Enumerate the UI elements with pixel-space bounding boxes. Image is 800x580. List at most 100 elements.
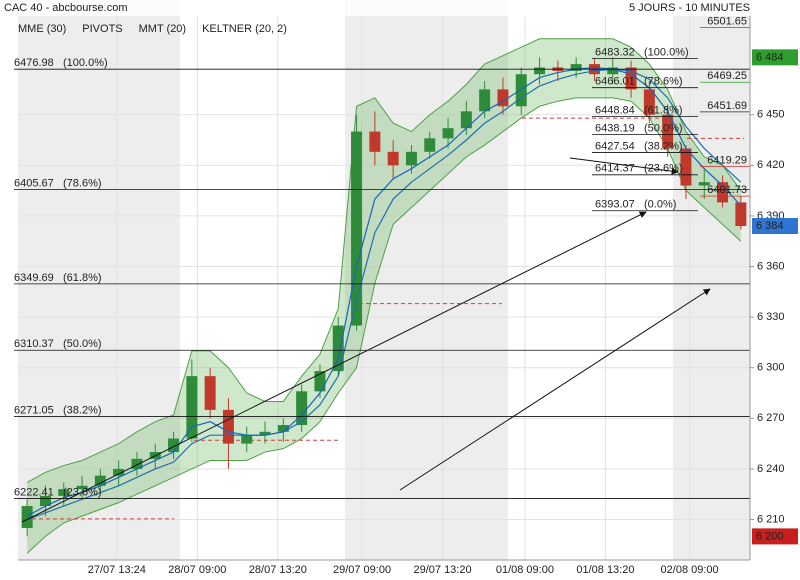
candle-body [662, 114, 674, 149]
price-badge-label: 6 484 [756, 51, 784, 63]
y-tick-label: 6 360 [757, 260, 785, 272]
candle-body [204, 376, 216, 410]
keltner-upper [26, 38, 742, 483]
price-badge-label: 6 384 [756, 220, 784, 232]
fib-value: 6476.98 [14, 57, 54, 69]
day-shade [673, 0, 750, 560]
y-tick-label: 6 330 [757, 311, 785, 323]
fib-value: 6222.41 [14, 486, 54, 498]
x-tick-label: 27/07 13:24 [88, 564, 146, 576]
fib-ratio: (38.2%) [63, 404, 102, 416]
fib-ratio: (78.6%) [63, 177, 102, 189]
candle-body [168, 438, 180, 453]
price-badge [752, 528, 798, 545]
fib-ratio: (50.0%) [644, 123, 683, 135]
candle-body [259, 431, 271, 436]
x-tick-label: 29/07 09:00 [333, 564, 391, 576]
fib-value: 6448.84 [595, 105, 635, 117]
fib-ratio: (0.0%) [644, 199, 676, 211]
fib-value: 6414.37 [595, 163, 635, 175]
level-label: 6401.73 [707, 184, 747, 196]
candle-body [515, 74, 527, 107]
fib-value: 6349.69 [14, 272, 54, 284]
keltner-band [27, 38, 741, 554]
x-tick-label: 01/08 13:20 [576, 564, 634, 576]
candle-body [625, 67, 637, 90]
candle-body [442, 128, 454, 139]
candle-body [698, 182, 710, 186]
y-tick-label: 6 450 [757, 109, 785, 121]
x-tick-label: 28/07 13:20 [249, 564, 307, 576]
candle-body [21, 506, 33, 528]
y-tick-label: 6 270 [757, 412, 785, 424]
candle-body [131, 458, 143, 469]
candle-body [222, 409, 234, 444]
y-tick-label: 6 210 [757, 513, 785, 525]
candle-body [479, 89, 491, 112]
candle-body [735, 202, 747, 227]
fib-ratio: (61.8%) [63, 272, 102, 284]
header-bg [0, 0, 800, 16]
candle-body [460, 111, 472, 129]
legend-entry: MME (30) [18, 23, 66, 35]
trend-arrow [569, 157, 679, 175]
mme-line [26, 66, 742, 517]
fib-ratio: (38.2%) [644, 140, 683, 152]
price-badge [752, 49, 798, 66]
chart-subtitle: 5 JOURS - 10 MINUTES [629, 2, 750, 14]
candle-body [717, 182, 729, 203]
candle-body [351, 131, 363, 326]
candle-body [643, 89, 655, 115]
fib-ratio: (100.0%) [644, 46, 689, 58]
day-shade [18, 0, 180, 560]
chart-title: CAC 40 - abcbourse.com [4, 2, 128, 14]
candle-body [39, 495, 51, 507]
candle-body [424, 138, 436, 152]
candle-body [314, 371, 326, 392]
candle-body [497, 89, 509, 107]
candle-body [387, 151, 399, 166]
candle-body [94, 475, 106, 486]
x-tick-label: 29/07 13:20 [413, 564, 471, 576]
trend-arrow [21, 211, 647, 523]
x-tick-label: 02/08 09:00 [661, 564, 719, 576]
level-label: 6469.25 [707, 70, 747, 82]
x-tick-label: 28/07 09:00 [168, 564, 226, 576]
candle-body [296, 391, 308, 426]
legend-entry: KELTNER (20, 2) [202, 23, 287, 35]
legend-entry: MMT (20) [139, 23, 186, 35]
candle-body [332, 325, 344, 372]
candle-body [186, 376, 198, 439]
fib-value: 6405.67 [14, 177, 54, 189]
fib-value: 6310.37 [14, 338, 54, 350]
fib-value: 6483.32 [595, 46, 635, 58]
trend-arrow [399, 288, 711, 491]
candle-body [405, 151, 417, 166]
fib-value: 6466.01 [595, 76, 635, 88]
legend: MME (30) PIVOTS MMT (20) KELTNER (20, 2) [18, 23, 287, 35]
fib-ratio: (78.6%) [644, 76, 683, 88]
y-tick-label: 6 300 [757, 362, 785, 374]
price-badge [752, 218, 798, 235]
level-label: 6419.29 [707, 154, 747, 166]
candle-body [58, 489, 70, 496]
candle-body [277, 425, 289, 432]
plot [21, 38, 747, 554]
fib-value: 6438.19 [595, 123, 635, 135]
price-badge-label: 6 200 [756, 530, 784, 542]
candle-body [241, 435, 253, 444]
y-tick-label: 6 240 [757, 463, 785, 475]
level-label: 6451.69 [707, 100, 747, 112]
mmt-line [26, 68, 742, 521]
level-label: 6501.65 [707, 15, 747, 27]
candle-body [570, 64, 582, 71]
candle-body [534, 67, 546, 75]
legend-entry: PIVOTS [82, 23, 122, 35]
fib-value: 6393.07 [595, 199, 635, 211]
fib-ratio: (50.0%) [63, 338, 102, 350]
fib-value: 6271.05 [14, 404, 54, 416]
x-tick-label: 01/08 09:00 [496, 564, 554, 576]
overlay: 6476.98 (100.0%) 6405.67 (78.6%) 6349.69 (61.… [14, 15, 750, 499]
candle-body [369, 131, 381, 152]
